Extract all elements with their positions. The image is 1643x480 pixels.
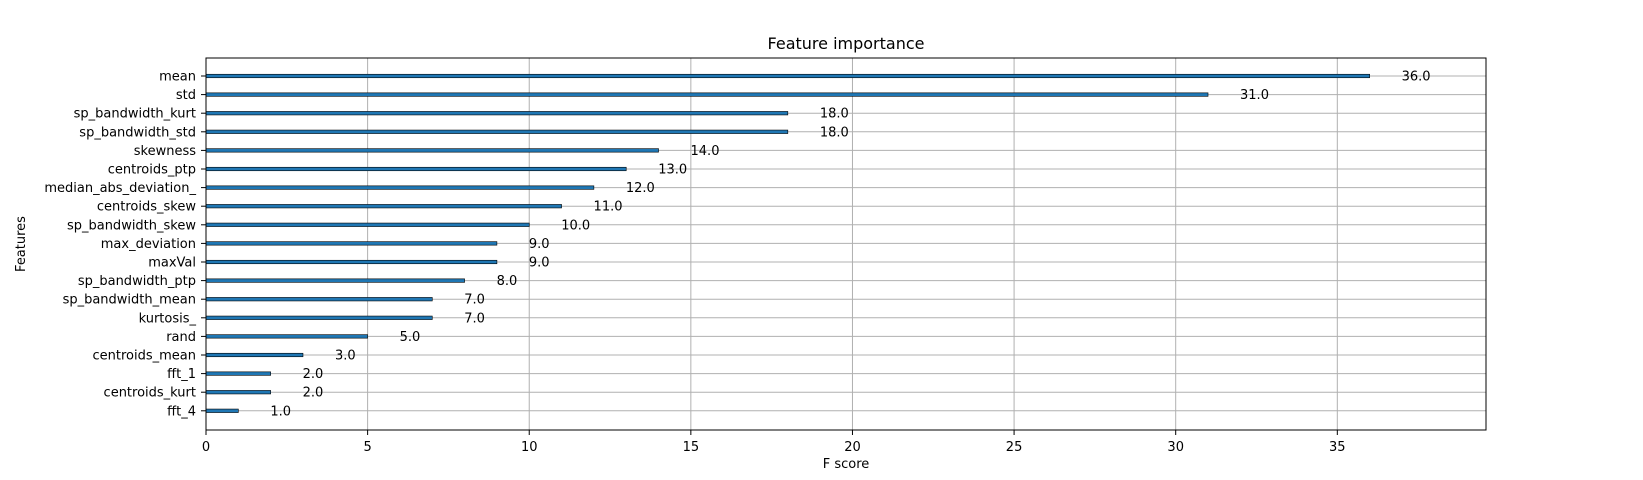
bar-centroids-skew — [205, 204, 562, 209]
x-tick-label: 5 — [363, 440, 371, 455]
y-tick-label: sp_bandwidth_std — [79, 125, 196, 140]
bar-centroids-kurt — [205, 390, 271, 395]
x-tick-layer: 0 5 10 15 20 25 30 35 — [202, 430, 1346, 455]
y-tick-layer: mean std sp_bandwidth_kurt sp_bandwidth_std… — [44, 70, 206, 419]
y-tick-label: centroids_kurt — [104, 386, 196, 401]
bar-max-deviation — [205, 241, 498, 246]
y-axis-label: Features — [14, 216, 29, 272]
x-tick-label: 10 — [521, 440, 538, 455]
bar-value-label: 10.0 — [561, 218, 590, 233]
bar-value-label: 2.0 — [303, 386, 324, 401]
bar-value-label: 9.0 — [529, 256, 550, 271]
bar-value-label: 1.0 — [270, 404, 291, 419]
y-tick-label: median_abs_deviation_ — [44, 181, 196, 196]
bar-value-label: 2.0 — [303, 367, 324, 382]
bar-sp-bandwidth-ptp — [205, 278, 465, 283]
chart-title: Feature importance — [768, 34, 925, 53]
bar-value-label: 18.0 — [820, 107, 849, 122]
y-tick-label: centroids_skew — [97, 200, 196, 215]
y-tick-label: maxVal — [148, 256, 196, 271]
bar-sp-bandwidth-kurt — [205, 111, 789, 116]
bar-value-label: 3.0 — [335, 349, 356, 364]
bar-median-abs-deviation — [205, 185, 595, 190]
bar-value-label: 7.0 — [464, 293, 485, 308]
y-tick-label: rand — [166, 330, 196, 345]
y-tick-label: fft_4 — [167, 404, 196, 419]
bar-value-label: 18.0 — [820, 125, 849, 140]
y-tick-label: centroids_mean — [93, 349, 197, 364]
x-axis-label: F score — [823, 457, 870, 472]
y-tick-label: std — [176, 88, 196, 103]
y-tick-label: fft_1 — [167, 367, 196, 382]
y-tick-label: max_deviation — [101, 237, 196, 252]
y-tick-label: centroids_ptp — [108, 163, 196, 178]
bar-skewness — [205, 148, 659, 153]
x-tick-label: 35 — [1329, 440, 1346, 455]
bar-centroids-ptp — [205, 166, 627, 172]
bar-std — [205, 92, 1209, 97]
y-tick-label: sp_bandwidth_mean — [63, 293, 196, 308]
bar-value-label: 5.0 — [400, 330, 421, 345]
bar-sp-bandwidth-mean — [205, 297, 433, 302]
plot-frame — [205, 57, 1487, 431]
bar-fft-4 — [205, 408, 239, 413]
bar-sp-bandwidth-skew — [205, 222, 530, 227]
bar-value-label: 31.0 — [1240, 88, 1269, 103]
bar-value-label: 12.0 — [626, 181, 655, 196]
x-tick-label: 20 — [844, 440, 861, 455]
bar-rand — [205, 334, 368, 339]
bar-layer — [205, 73, 1370, 413]
bar-value-label: 11.0 — [594, 200, 623, 215]
bar-sp-bandwidth-std — [205, 129, 789, 134]
y-tick-label: sp_bandwidth_ptp — [78, 274, 196, 289]
x-tick-label: 15 — [683, 440, 700, 455]
bar-centroids-mean — [205, 352, 304, 358]
x-tick-label: 0 — [202, 440, 210, 455]
x-tick-label: 30 — [1167, 440, 1184, 455]
y-tick-label: sp_bandwidth_kurt — [74, 107, 196, 122]
bar-value-label: 14.0 — [691, 144, 720, 159]
bar-fft-1 — [205, 371, 271, 376]
y-tick-label: mean — [159, 70, 196, 85]
bar-mean — [205, 73, 1370, 79]
bar-kurtosis — [205, 315, 433, 320]
value-label-layer: 36.0 31.0 18.0 18.0 14.0 13.012.011.0 10.0 9.0 9… — [270, 70, 1430, 420]
bar-value-label: 13.0 — [658, 163, 687, 178]
bar-value-label: 36.0 — [1402, 70, 1431, 85]
x-tick-label: 25 — [1006, 440, 1023, 455]
bar-maxval — [205, 259, 498, 265]
bar-value-label: 8.0 — [497, 274, 518, 289]
y-tick-label: skewness — [134, 144, 196, 159]
y-tick-label: kurtosis_ — [139, 311, 197, 326]
bar-value-label: 9.0 — [529, 237, 550, 252]
y-tick-label: sp_bandwidth_skew — [67, 218, 196, 233]
bar-value-label: 7.0 — [464, 311, 485, 326]
